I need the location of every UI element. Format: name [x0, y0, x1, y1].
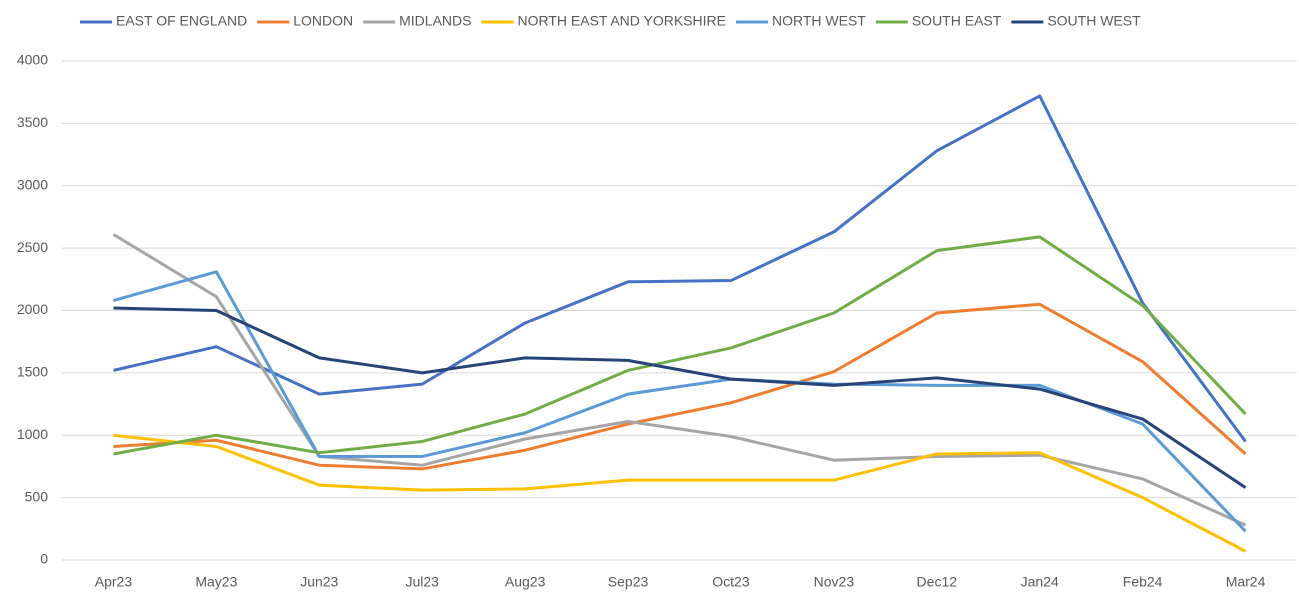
legend-label: SOUTH WEST: [1047, 13, 1141, 29]
y-tick-label: 3000: [17, 176, 48, 192]
series-line: [113, 306, 1247, 489]
y-tick-label: 4000: [17, 52, 48, 68]
y-tick-label: 1000: [17, 426, 48, 442]
x-tick-label: Sep23: [608, 574, 649, 590]
x-tick-label: Jul23: [405, 574, 439, 590]
x-tick-label: Jun23: [300, 574, 338, 590]
legend-label: NORTH EAST AND YORKSHIRE: [517, 13, 726, 29]
x-tick-label: Nov23: [814, 574, 855, 590]
series-line: [113, 94, 1247, 443]
y-tick-label: 3500: [17, 114, 48, 130]
x-tick-label: Oct23: [712, 574, 750, 590]
x-tick-label: Aug23: [505, 574, 546, 590]
x-tick-label: Apr23: [95, 574, 133, 590]
series-line: [113, 270, 1247, 533]
legend-label: MIDLANDS: [399, 13, 471, 29]
y-tick-label: 1500: [17, 364, 48, 380]
x-tick-label: May23: [195, 574, 237, 590]
y-tick-label: 500: [25, 488, 49, 504]
series-line: [113, 235, 1247, 456]
y-tick-label: 2500: [17, 239, 48, 255]
x-tick-label: Feb24: [1123, 574, 1163, 590]
x-tick-label: Dec12: [917, 574, 958, 590]
series-line: [113, 302, 1247, 471]
x-tick-label: Mar24: [1226, 574, 1266, 590]
y-tick-label: 0: [40, 551, 48, 567]
legend-label: LONDON: [293, 13, 353, 29]
y-tick-label: 2000: [17, 301, 48, 317]
legend-label: NORTH WEST: [772, 13, 866, 29]
legend-label: SOUTH EAST: [912, 13, 1002, 29]
series-line: [113, 433, 1247, 553]
x-tick-label: Jan24: [1021, 574, 1059, 590]
legend-label: EAST OF ENGLAND: [116, 13, 247, 29]
